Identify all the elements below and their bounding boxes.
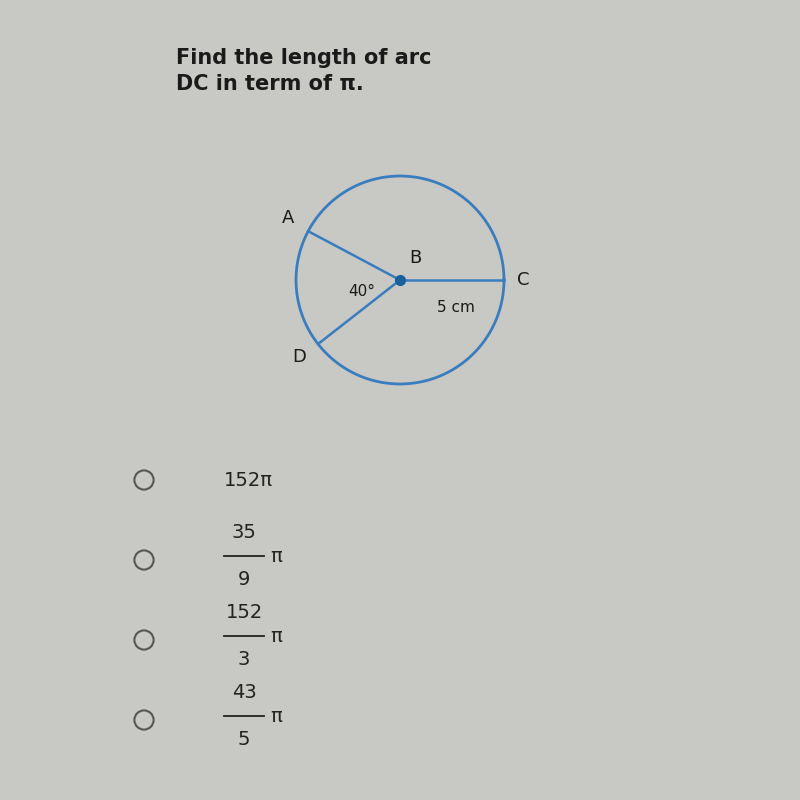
Text: C: C: [517, 271, 530, 289]
Text: B: B: [410, 249, 422, 267]
Text: 152π: 152π: [224, 470, 273, 490]
Text: π: π: [270, 547, 282, 566]
Text: 3: 3: [238, 650, 250, 670]
Text: A: A: [282, 209, 294, 227]
Text: D: D: [292, 348, 306, 366]
Text: 43: 43: [232, 683, 256, 702]
Text: 35: 35: [231, 523, 257, 542]
Text: 9: 9: [238, 570, 250, 590]
Text: π: π: [270, 707, 282, 726]
Text: 5: 5: [238, 730, 250, 750]
Text: 152: 152: [226, 603, 262, 622]
Text: π: π: [270, 627, 282, 646]
Text: Find the length of arc
DC in term of π.: Find the length of arc DC in term of π.: [176, 48, 431, 94]
Text: 40°: 40°: [348, 285, 375, 299]
Text: 5 cm: 5 cm: [437, 300, 475, 315]
